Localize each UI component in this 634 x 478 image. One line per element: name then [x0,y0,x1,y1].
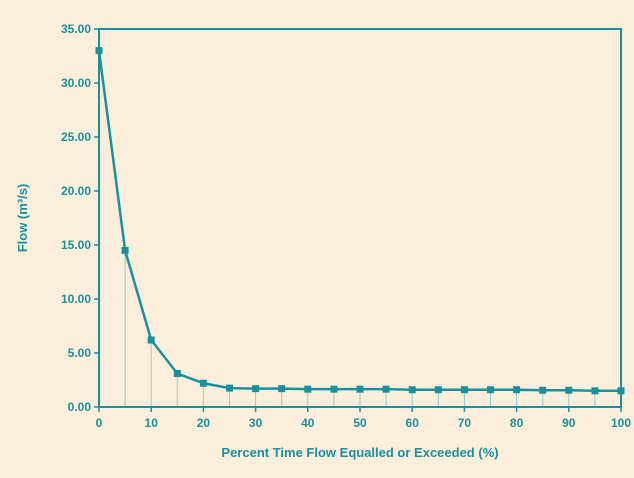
data-point [408,386,416,394]
y-axis-label: Flow (m³/s) [15,184,30,253]
series-line [97,50,621,393]
y-tick-label: 10.00 [61,292,91,306]
data-point [304,385,312,393]
x-tick-label: 70 [458,416,472,430]
data-point [617,387,625,395]
y-tick-label: 35.00 [61,22,91,36]
data-point [382,385,390,393]
data-point [591,387,599,395]
data-point [278,385,286,393]
x-tick-label: 50 [353,416,367,430]
tick-labels: 0.00 5.00 10.00 15.00 20.00 25.00 30.00 35.00 0 1… [61,22,631,430]
data-point [147,336,155,344]
data-point [173,370,181,378]
drop-lines [98,50,622,407]
x-tick-label: 40 [301,416,315,430]
y-tick-label: 5.00 [68,346,92,360]
data-point [252,385,260,393]
data-point [513,386,521,394]
y-tick-label: 25.00 [61,130,91,144]
x-tick-label: 90 [562,416,576,430]
x-tick-label: 0 [96,416,103,430]
data-point [226,384,233,392]
data-point [356,385,364,393]
series-layer [95,47,625,395]
x-tick-label: 100 [611,416,631,430]
y-tick-label: 30.00 [61,76,91,90]
data-point [565,386,573,394]
data-point [434,386,442,394]
data-point [121,246,129,254]
y-tick-label: 0.00 [68,400,92,414]
x-tick-label: 30 [249,416,263,430]
y-tick-label: 20.00 [61,184,91,198]
x-tick-label: 80 [510,416,524,430]
x-tick-label: 20 [197,416,211,430]
x-axis-label: Percent Time Flow Equalled or Exceeded (… [221,445,498,460]
axes [94,28,622,412]
data-point [199,379,207,387]
x-tick-label: 10 [145,416,159,430]
data-point [460,386,468,394]
data-point [539,386,547,394]
data-point [95,47,103,55]
y-tick-label: 15.00 [61,238,91,252]
x-tick-label: 60 [406,416,420,430]
data-point [330,385,338,393]
data-point [487,386,494,394]
plot-frame [98,28,622,408]
